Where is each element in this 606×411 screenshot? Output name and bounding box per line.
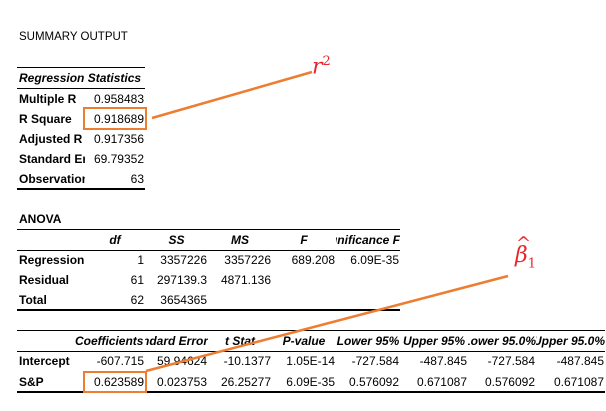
r-squared-annotation: r2 bbox=[312, 50, 331, 79]
anova-row-regression-f[interactable]: 689.208 bbox=[291, 253, 335, 267]
anova-header-df[interactable]: df bbox=[109, 233, 121, 247]
anova-row-regression-df[interactable]: 1 bbox=[137, 253, 144, 267]
beta-coefficient-highlight-box bbox=[83, 371, 147, 393]
anova-row-residual-ms[interactable]: 4871.136 bbox=[220, 273, 271, 287]
anova-header-f[interactable]: F bbox=[300, 233, 308, 247]
coef-header-upper-95-0[interactable]: Upper 95.0% bbox=[536, 334, 605, 348]
anova-title[interactable]: ANOVA bbox=[19, 212, 62, 226]
coef-header-lower-95[interactable]: Lower 95% bbox=[336, 334, 400, 348]
coef-row-intercept-label[interactable]: Intercept bbox=[19, 354, 70, 368]
anova-row-regression-significance-f[interactable]: 6.09E-35 bbox=[350, 253, 399, 267]
anova-row-regression-ms[interactable]: 3357226 bbox=[224, 253, 271, 267]
beta-pointer-line bbox=[145, 274, 509, 373]
summary-title[interactable]: SUMMARY OUTPUT bbox=[19, 31, 128, 43]
coef-row-sp-coefficient[interactable]: 0.623589 bbox=[93, 375, 144, 389]
coef-row-intercept-upper-95[interactable]: -487.845 bbox=[419, 354, 467, 368]
coef-top-border bbox=[17, 330, 605, 331]
coef-row-intercept-p-value[interactable]: 1.05E-14 bbox=[286, 354, 335, 368]
anova-header-significance-f[interactable]: Significance F bbox=[336, 233, 400, 247]
reg-stat-label-r-square[interactable]: R Square bbox=[19, 112, 72, 126]
reg-stat-value-adjusted-r-square[interactable]: 0.917356 bbox=[93, 132, 144, 146]
r-square-highlight-box bbox=[83, 107, 147, 130]
r-square-pointer-line bbox=[151, 70, 313, 120]
reg-stats-header-border bbox=[17, 88, 145, 89]
reg-stat-label-observations[interactable]: Observations bbox=[19, 172, 85, 186]
reg-stat-label-standard-error[interactable]: Standard Error bbox=[19, 152, 85, 166]
anova-row-residual-label[interactable]: Residual bbox=[19, 273, 70, 287]
coef-header-border bbox=[17, 351, 605, 352]
coef-header-p-value[interactable]: P-value bbox=[282, 334, 326, 348]
coef-row-sp-upper-95-0[interactable]: 0.671087 bbox=[553, 375, 604, 389]
coef-header-standard-error[interactable]: Standard Error bbox=[145, 334, 208, 348]
coef-bottom-border bbox=[17, 391, 605, 393]
coef-header-lower-95-0[interactable]: Lower 95.0% bbox=[468, 334, 536, 348]
anova-header-ss[interactable]: SS bbox=[168, 233, 185, 247]
coef-row-sp-standard-error[interactable]: 0.023753 bbox=[156, 375, 207, 389]
anova-row-residual-ss[interactable]: 297139.3 bbox=[156, 273, 207, 287]
reg-stats-bottom-border bbox=[17, 188, 145, 190]
reg-stat-value-multiple-r[interactable]: 0.958483 bbox=[93, 92, 144, 106]
beta-hat-accent: ^ bbox=[516, 233, 532, 254]
coef-header-upper-95[interactable]: Upper 95% bbox=[402, 334, 466, 348]
anova-row-total-ss[interactable]: 3654365 bbox=[160, 293, 207, 307]
reg-stat-value-observations[interactable]: 63 bbox=[130, 172, 144, 186]
beta-hat-annotation: ^ β1 bbox=[515, 233, 536, 276]
anova-row-total-df[interactable]: 62 bbox=[130, 293, 144, 307]
reg-stat-label-adjusted-r-square[interactable]: Adjusted R Square bbox=[19, 132, 85, 146]
coef-row-sp-label[interactable]: S&P bbox=[19, 375, 44, 389]
anova-row-regression-label[interactable]: Regression bbox=[19, 253, 85, 267]
reg-stats-header[interactable]: Regression Statistics bbox=[19, 71, 142, 85]
r-squared-symbol: r bbox=[312, 54, 323, 80]
coef-row-sp-lower-95[interactable]: 0.576092 bbox=[348, 375, 399, 389]
anova-row-regression-ss[interactable]: 3357226 bbox=[160, 253, 207, 267]
coef-row-intercept-lower-95[interactable]: -727.584 bbox=[351, 354, 399, 368]
reg-stat-label-multiple-r[interactable]: Multiple R bbox=[19, 92, 77, 106]
coef-row-intercept-t-stat[interactable]: -10.1377 bbox=[223, 354, 271, 368]
reg-stat-value-standard-error[interactable]: 69.79352 bbox=[93, 152, 144, 166]
anova-header-border bbox=[17, 250, 400, 251]
beta-subscript: 1 bbox=[527, 256, 536, 272]
anova-row-total-label[interactable]: Total bbox=[19, 293, 47, 307]
coef-row-intercept-upper-95-0[interactable]: -487.845 bbox=[556, 354, 604, 368]
coef-row-intercept-lower-95-0[interactable]: -727.584 bbox=[487, 354, 535, 368]
coef-row-sp-upper-95[interactable]: 0.671087 bbox=[416, 375, 467, 389]
coef-header-coefficients[interactable]: Coefficients bbox=[75, 334, 144, 348]
beta-symbol: β bbox=[515, 243, 528, 268]
reg-stats-top-border bbox=[17, 67, 145, 68]
r-squared-exponent: 2 bbox=[322, 54, 331, 69]
anova-bottom-border bbox=[17, 309, 400, 311]
coef-row-intercept-coefficient[interactable]: -607.715 bbox=[96, 354, 144, 368]
coef-row-sp-p-value[interactable]: 6.09E-35 bbox=[286, 375, 335, 389]
anova-header-ms[interactable]: MS bbox=[231, 233, 249, 247]
coef-row-sp-t-stat[interactable]: 26.25277 bbox=[220, 375, 271, 389]
anova-top-border bbox=[17, 229, 400, 230]
coef-row-sp-lower-95-0[interactable]: 0.576092 bbox=[484, 375, 535, 389]
anova-row-residual-df[interactable]: 61 bbox=[130, 273, 144, 287]
reg-stat-value-r-square[interactable]: 0.918689 bbox=[93, 112, 144, 126]
